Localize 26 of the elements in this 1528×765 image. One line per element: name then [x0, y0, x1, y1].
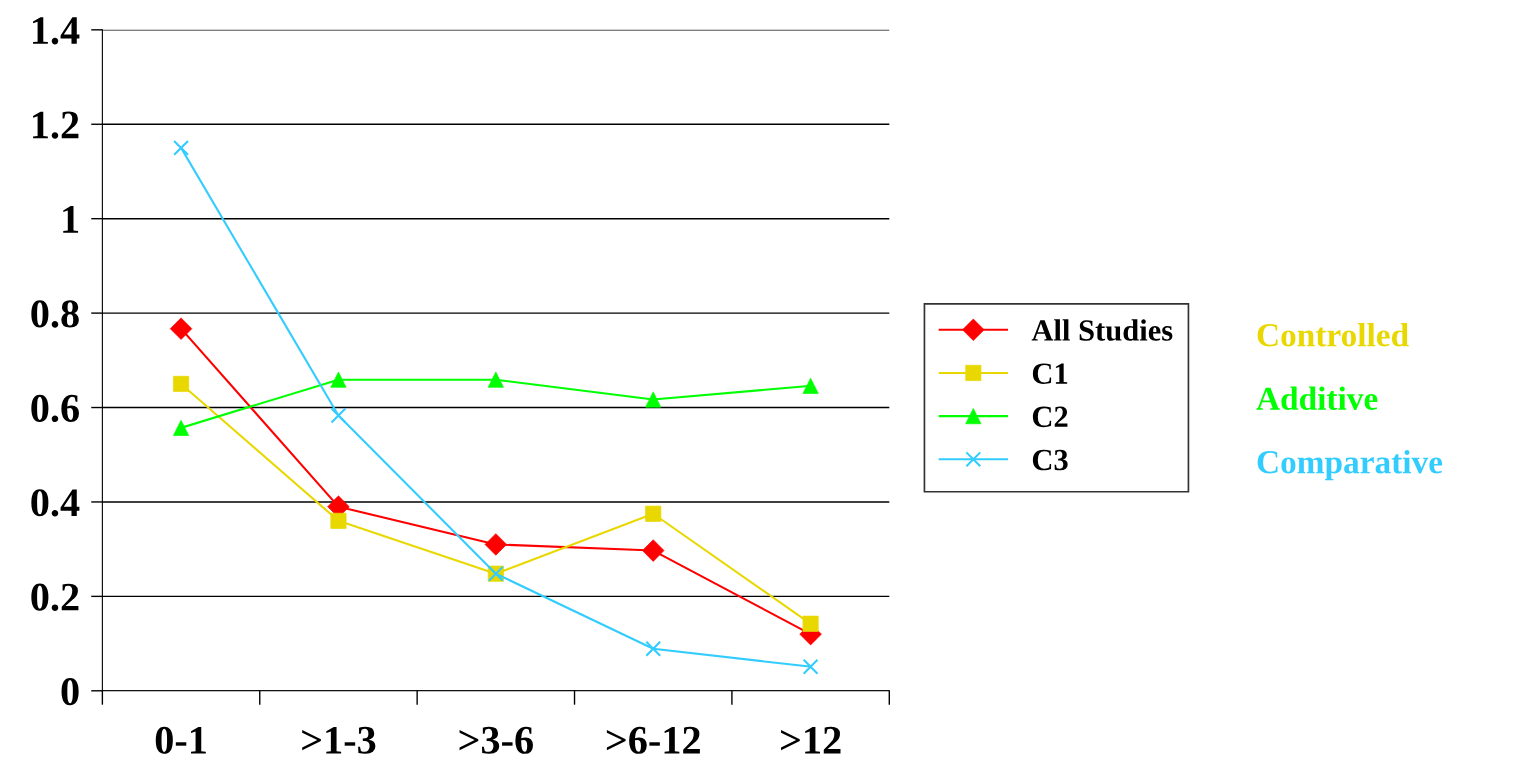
y-tick-label: 0.8 — [31, 300, 79, 328]
y-tick-label: 0.6 — [31, 394, 79, 423]
y-tick-label: 1.2 — [33, 111, 79, 139]
legend-label: C3 — [1032, 449, 1068, 471]
y-tick-label: 1 — [63, 206, 79, 233]
point — [173, 139, 190, 156]
x-tick-label: >1-3 — [302, 726, 376, 754]
point — [802, 658, 819, 675]
point — [642, 539, 665, 562]
y-tick-label: 1.4 — [33, 17, 80, 45]
legend-label: All Studies — [1031, 319, 1173, 341]
x-tick-label: >12 — [781, 726, 841, 754]
text: Comparative — [1257, 450, 1443, 481]
point — [484, 533, 507, 556]
point — [645, 640, 662, 657]
y-tick-label: 0.2 — [31, 583, 79, 611]
text: Controlled — [1257, 323, 1409, 347]
x-tick-label: >6-12 — [606, 726, 700, 754]
point — [330, 407, 347, 424]
x-tick-label: 0-1 — [155, 726, 206, 754]
legend-label: C2 — [1032, 406, 1068, 428]
y-tick-label: 0 — [61, 677, 79, 706]
text: Additive — [1256, 386, 1378, 410]
x-tick-label: >3-6 — [459, 726, 533, 754]
legend-label: C1 — [1032, 363, 1068, 384]
y-tick-label: 0.4 — [31, 489, 80, 517]
